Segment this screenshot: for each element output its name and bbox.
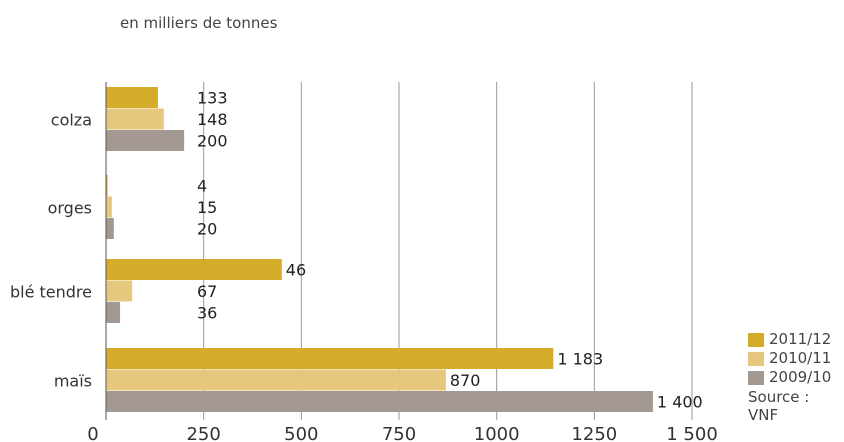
legend-item-2011-12: 2011/12 [748, 330, 844, 349]
data-label-colza-2011-12: 133 [197, 89, 228, 108]
legend-swatch-2010-11 [748, 351, 764, 366]
category-label-mais: maïs [54, 371, 92, 390]
bar-mais-2009-10 [106, 391, 653, 412]
legend-swatch-2009-10 [748, 370, 764, 385]
bar-mais-2010-11 [106, 369, 446, 391]
legend: 2011/12 2010/11 2009/10 Source : VNF [748, 330, 844, 424]
bar-colza-2009-10 [106, 130, 185, 151]
data-label-orges-2011-12: 4 [197, 177, 207, 196]
bar-ble-tendre-2010-11 [106, 280, 133, 302]
chart-subtitle: en milliers de tonnes [120, 14, 278, 32]
legend-label-2011-12: 2011/12 [769, 330, 832, 348]
legend-item-2009-10: 2009/10 [748, 368, 844, 387]
x-tick-label-1500: 1 500 [666, 424, 718, 442]
data-label-ble-tendre-2010-11: 67 [197, 282, 217, 301]
x-tick-label-0: 0 [87, 424, 98, 442]
bar-mais-2011-12 [106, 348, 554, 369]
x-tick-label-1000: 1000 [474, 424, 520, 442]
legend-label-2009-10: 2009/10 [769, 368, 832, 386]
data-label-ble-tendre-2009-10: 36 [197, 304, 217, 323]
data-label-ble-tendre-2011-12: 46 [286, 261, 306, 280]
x-tick-label-250: 250 [186, 424, 220, 442]
category-label-orges: orges [48, 198, 92, 217]
bar-ble-tendre-2009-10 [106, 302, 121, 323]
data-label-colza-2010-11: 148 [197, 110, 228, 129]
bar-orges-2010-11 [106, 196, 112, 218]
data-label-mais-2010-11: 870 [450, 371, 481, 390]
data-label-orges-2009-10: 20 [197, 220, 217, 239]
x-tick-label-500: 500 [284, 424, 318, 442]
data-label-mais-2009-10: 1 400 [657, 393, 703, 412]
legend-swatch-2011-12 [748, 332, 764, 347]
category-label-ble-tendre: blé tendre [10, 282, 92, 301]
source-note: Source : VNF [748, 388, 810, 424]
bar-colza-2011-12 [106, 87, 158, 108]
data-label-colza-2009-10: 200 [197, 132, 228, 151]
x-tick-label-1250: 1250 [571, 424, 617, 442]
x-tick-label-750: 750 [382, 424, 416, 442]
category-label-colza: colza [51, 110, 92, 129]
data-label-mais-2011-12: 1 183 [557, 350, 603, 369]
bar-orges-2011-12 [106, 175, 108, 196]
legend-item-2010-11: 2010/11 [748, 349, 844, 368]
bar-colza-2010-11 [106, 108, 164, 130]
bar-ble-tendre-2011-12 [106, 259, 282, 280]
bar-orges-2009-10 [106, 218, 114, 239]
legend-label-2010-11: 2010/11 [769, 349, 832, 367]
data-label-orges-2010-11: 15 [197, 198, 217, 217]
